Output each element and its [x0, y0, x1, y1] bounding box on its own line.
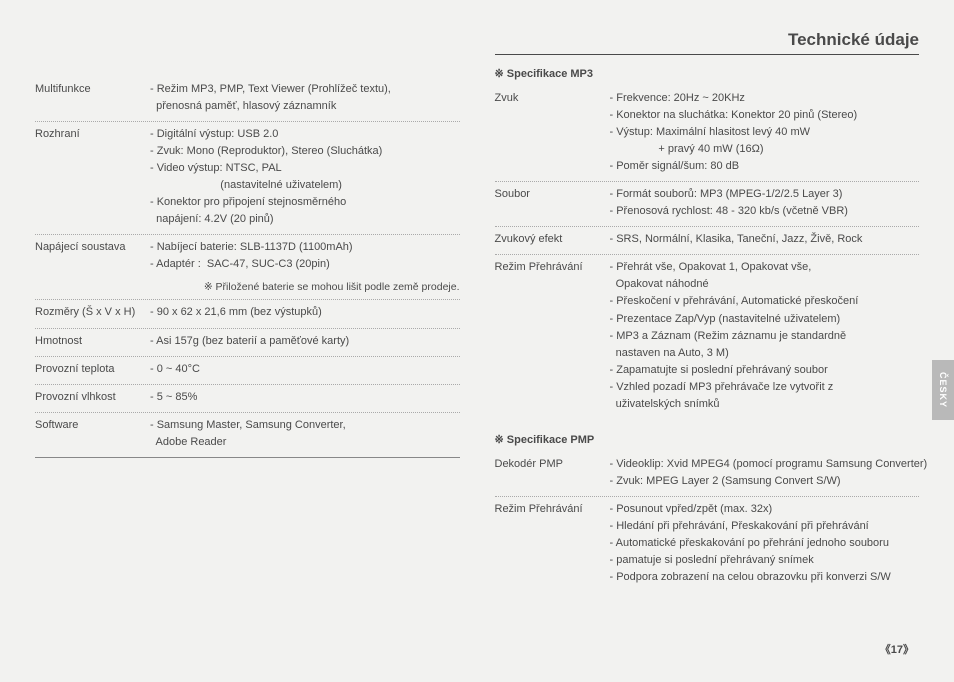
spec-label: Režim Přehrávání [495, 501, 610, 586]
spec-label: Software [35, 417, 150, 451]
spec-value: - 90 x 62 x 21,6 mm (bez výstupků) [150, 304, 460, 321]
spec-value: - Digitální výstup: USB 2.0- Zvuk: Mono … [150, 126, 460, 228]
spec-row: Zvukový efekt- SRS, Normální, Klasika, T… [495, 227, 920, 255]
spec-value: - Frekvence: 20Hz ~ 20KHz- Konektor na s… [610, 90, 920, 175]
spec-label: Dekodér PMP [495, 456, 610, 490]
spec-label: Režim Přehrávání [495, 259, 610, 412]
spec-label: Provozní vlhkost [35, 389, 150, 406]
spec-value: - Režim MP3, PMP, Text Viewer (Prohlížeč… [150, 81, 460, 115]
spec-row: Provozní teplota- 0 ~ 40°C [35, 357, 460, 385]
spec-label: Soubor [495, 186, 610, 220]
spec-value: - 5 ~ 85% [150, 389, 460, 406]
spec-value: - Videoklip: Xvid MPEG4 (pomocí programu… [610, 456, 928, 490]
page-number: 《17》 [880, 641, 914, 657]
spec-row: Multifunkce- Režim MP3, PMP, Text Viewer… [35, 77, 460, 122]
spec-row: Provozní vlhkost- 5 ~ 85% [35, 385, 460, 413]
right-column: Technické údaje ※ Specifikace MP3 Zvuk- … [495, 30, 920, 592]
spec-label: Zvuk [495, 90, 610, 175]
spec-label: Rozhraní [35, 126, 150, 228]
spec-row: Soubor- Formát souborů: MP3 (MPEG-1/2/2.… [495, 182, 920, 227]
spec-label: Napájecí soustava [35, 239, 150, 273]
mp3-heading: ※ Specifikace MP3 [495, 67, 920, 80]
spec-label: Provozní teplota [35, 361, 150, 378]
spec-row: Zvuk- Frekvence: 20Hz ~ 20KHz- Konektor … [495, 86, 920, 182]
spec-value: - Asi 157g (bez baterií a paměťové karty… [150, 333, 460, 350]
left-column: Multifunkce- Režim MP3, PMP, Text Viewer… [35, 30, 460, 592]
page-title: Technické údaje [495, 30, 920, 55]
spec-label: Zvukový efekt [495, 231, 610, 248]
spec-row: Rozměry (Š x V x H)- 90 x 62 x 21,6 mm (… [35, 300, 460, 328]
spec-label: Multifunkce [35, 81, 150, 115]
spec-note: ※ Přiložené baterie se mohou lišit podle… [35, 279, 460, 300]
spec-row: Rozhraní- Digitální výstup: USB 2.0- Zvu… [35, 122, 460, 235]
spec-value: - Samsung Master, Samsung Converter, Ado… [150, 417, 460, 451]
language-tab: ČESKY [932, 360, 954, 420]
spec-label: Hmotnost [35, 333, 150, 350]
spec-row: Hmotnost- Asi 157g (bez baterií a paměťo… [35, 329, 460, 357]
spec-value: - Přehrát vše, Opakovat 1, Opakovat vše,… [610, 259, 920, 412]
spec-row: Napájecí soustava- Nabíjecí baterie: SLB… [35, 235, 460, 279]
spec-row: Dekodér PMP- Videoklip: Xvid MPEG4 (pomo… [495, 452, 920, 497]
spec-value: - Nabíjecí baterie: SLB-1137D (1100mAh)-… [150, 239, 460, 273]
spec-value: - Posunout vpřed/zpět (max. 32x)- Hledán… [610, 501, 920, 586]
pmp-heading: ※ Specifikace PMP [495, 433, 920, 446]
spec-value: - 0 ~ 40°C [150, 361, 460, 378]
spec-value: - Formát souborů: MP3 (MPEG-1/2/2.5 Laye… [610, 186, 920, 220]
spec-row: Software- Samsung Master, Samsung Conver… [35, 413, 460, 458]
spec-value: - SRS, Normální, Klasika, Taneční, Jazz,… [610, 231, 920, 248]
spec-row: Režim Přehrávání- Posunout vpřed/zpět (m… [495, 497, 920, 592]
spec-label: Rozměry (Š x V x H) [35, 304, 150, 321]
spec-row: Režim Přehrávání- Přehrát vše, Opakovat … [495, 255, 920, 418]
